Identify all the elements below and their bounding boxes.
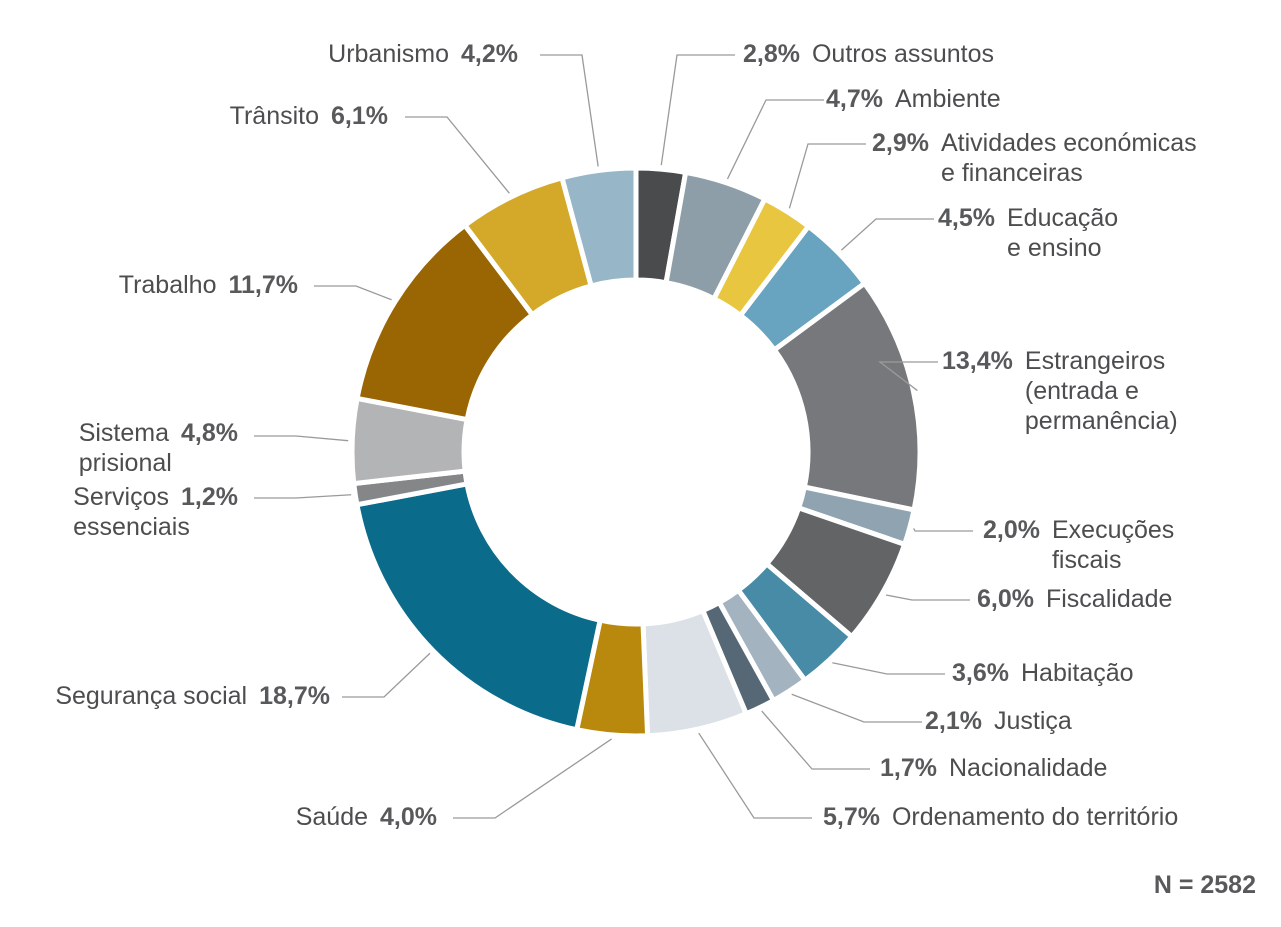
- category-label-atividades-economicas-e-financeiras-line-2: e financeiras: [941, 159, 1083, 187]
- label-trabalho: Trabalho 11,7%: [119, 271, 298, 299]
- value-label-transito: 6,1%: [331, 102, 388, 130]
- leader-fiscalidade: [885, 594, 970, 601]
- value-label-seguranca-social: 18,7%: [259, 682, 330, 710]
- label-justica: 2,1% Justiça: [925, 707, 1072, 735]
- category-label-transito: Trânsito: [230, 102, 319, 130]
- value-label-trabalho: 11,7%: [228, 271, 298, 299]
- label-servicos-essenciais: Serviços 1,2%: [73, 483, 238, 511]
- category-label-nacionalidade: Nacionalidade: [949, 754, 1107, 782]
- sample-size-label: N = 2582: [1154, 871, 1256, 899]
- category-label-outros-assuntos: Outros assuntos: [812, 40, 994, 68]
- category-label-atividades-economicas-e-financeiras: Atividades económicas: [941, 129, 1197, 157]
- category-label-sistema-prisional: Sistema: [79, 419, 169, 447]
- leader-outros-assuntos: [660, 54, 735, 166]
- category-label-fiscalidade: Fiscalidade: [1046, 585, 1172, 613]
- value-label-habitacao: 3,6%: [952, 659, 1009, 687]
- category-label-educacao-e-ensino-line-2: e ensino: [1007, 234, 1102, 262]
- label-transito: Trânsito 6,1%: [230, 102, 388, 130]
- category-label-servicos-essenciais: Serviços: [73, 483, 169, 511]
- label-urbanismo: Urbanismo 4,2%: [328, 40, 518, 68]
- leader-habitacao: [832, 662, 945, 675]
- donut-slices: [349, 165, 923, 739]
- slice-seguranca-social: [354, 481, 604, 733]
- leader-transito: [405, 116, 510, 194]
- value-label-saude: 4,0%: [380, 803, 437, 831]
- leader-nacionalidade: [761, 710, 870, 770]
- leader-saude: [453, 738, 612, 819]
- category-label-justica: Justiça: [994, 707, 1072, 735]
- category-label-ordenamento-do-territorio: Ordenamento do território: [892, 803, 1178, 831]
- leader-estrangeiros-entrada-e-permanencia: [878, 361, 938, 392]
- category-label-seguranca-social: Segurança social: [55, 682, 247, 710]
- label-ordenamento-do-territorio: 5,7% Ordenamento do território: [823, 803, 1178, 831]
- leader-sistema-prisional: [254, 435, 349, 442]
- leader-educacao-e-ensino: [840, 218, 934, 251]
- leader-justica: [791, 693, 922, 723]
- label-atividades-economicas-e-financeiras: 2,9% Atividades económicas: [872, 129, 1197, 157]
- value-label-outros-assuntos: 2,8%: [743, 40, 800, 68]
- label-sistema-prisional: Sistema 4,8%: [79, 419, 238, 447]
- value-label-execucoes-fiscais: 2,0%: [983, 516, 1040, 544]
- category-label-urbanismo: Urbanismo: [328, 40, 449, 68]
- category-label-ambiente: Ambiente: [895, 85, 1001, 113]
- label-nacionalidade: 1,7% Nacionalidade: [880, 754, 1107, 782]
- category-label-estrangeiros-entrada-e-permanencia-line-2: (entrada e: [1025, 377, 1139, 405]
- label-seguranca-social: Segurança social 18,7%: [55, 682, 330, 710]
- label-estrangeiros-entrada-e-permanencia: 13,4% Estrangeiros: [942, 347, 1165, 375]
- label-saude: Saúde 4,0%: [296, 803, 437, 831]
- value-label-ambiente: 4,7%: [826, 85, 883, 113]
- category-label-estrangeiros-entrada-e-permanencia-line-3: permanência): [1025, 407, 1178, 435]
- value-label-educacao-e-ensino: 4,5%: [938, 204, 995, 232]
- value-label-urbanismo: 4,2%: [461, 40, 518, 68]
- leader-lines: [254, 54, 973, 819]
- category-label-estrangeiros-entrada-e-permanencia: Estrangeiros: [1025, 347, 1165, 375]
- leader-ordenamento-do-territorio: [698, 732, 812, 819]
- value-label-servicos-essenciais: 1,2%: [181, 483, 238, 511]
- leader-execucoes-fiscais: [913, 528, 973, 532]
- label-outros-assuntos: 2,8% Outros assuntos: [743, 40, 994, 68]
- value-label-fiscalidade: 6,0%: [977, 585, 1034, 613]
- category-label-execucoes-fiscais: Execuções: [1052, 516, 1174, 544]
- value-label-estrangeiros-entrada-e-permanencia: 13,4%: [942, 347, 1013, 375]
- label-habitacao: 3,6% Habitação: [952, 659, 1134, 687]
- leader-urbanismo: [540, 54, 599, 167]
- value-label-nacionalidade: 1,7%: [880, 754, 937, 782]
- value-label-atividades-economicas-e-financeiras: 2,9%: [872, 129, 929, 157]
- slice-urbanismo: [558, 165, 639, 290]
- leader-atividades-economicas-e-financeiras: [788, 143, 866, 209]
- slice-labels: 2,8% Outros assuntos 4,7% Ambiente 2,9% Ativi…: [55, 40, 1196, 831]
- label-fiscalidade: 6,0% Fiscalidade: [977, 585, 1172, 613]
- leader-ambiente: [726, 99, 824, 180]
- label-educacao-e-ensino: 4,5% Educação: [938, 204, 1118, 232]
- category-label-sistema-prisional-line-2: prisional: [79, 449, 172, 477]
- label-execucoes-fiscais: 2,0% Execuções: [983, 516, 1174, 544]
- category-label-habitacao: Habitação: [1021, 659, 1134, 687]
- category-label-execucoes-fiscais-line-2: fiscais: [1052, 546, 1121, 574]
- leader-seguranca-social: [342, 652, 431, 698]
- leader-trabalho: [314, 285, 392, 301]
- category-label-servicos-essenciais-line-2: essenciais: [73, 513, 190, 541]
- category-label-trabalho: Trabalho: [119, 271, 217, 299]
- category-label-educacao-e-ensino: Educação: [1007, 204, 1118, 232]
- leader-servicos-essenciais: [254, 494, 352, 499]
- label-ambiente: 4,7% Ambiente: [826, 85, 1001, 113]
- value-label-sistema-prisional: 4,8%: [181, 419, 238, 447]
- value-label-justica: 2,1%: [925, 707, 982, 735]
- category-label-saude: Saúde: [296, 803, 368, 831]
- value-label-ordenamento-do-territorio: 5,7%: [823, 803, 880, 831]
